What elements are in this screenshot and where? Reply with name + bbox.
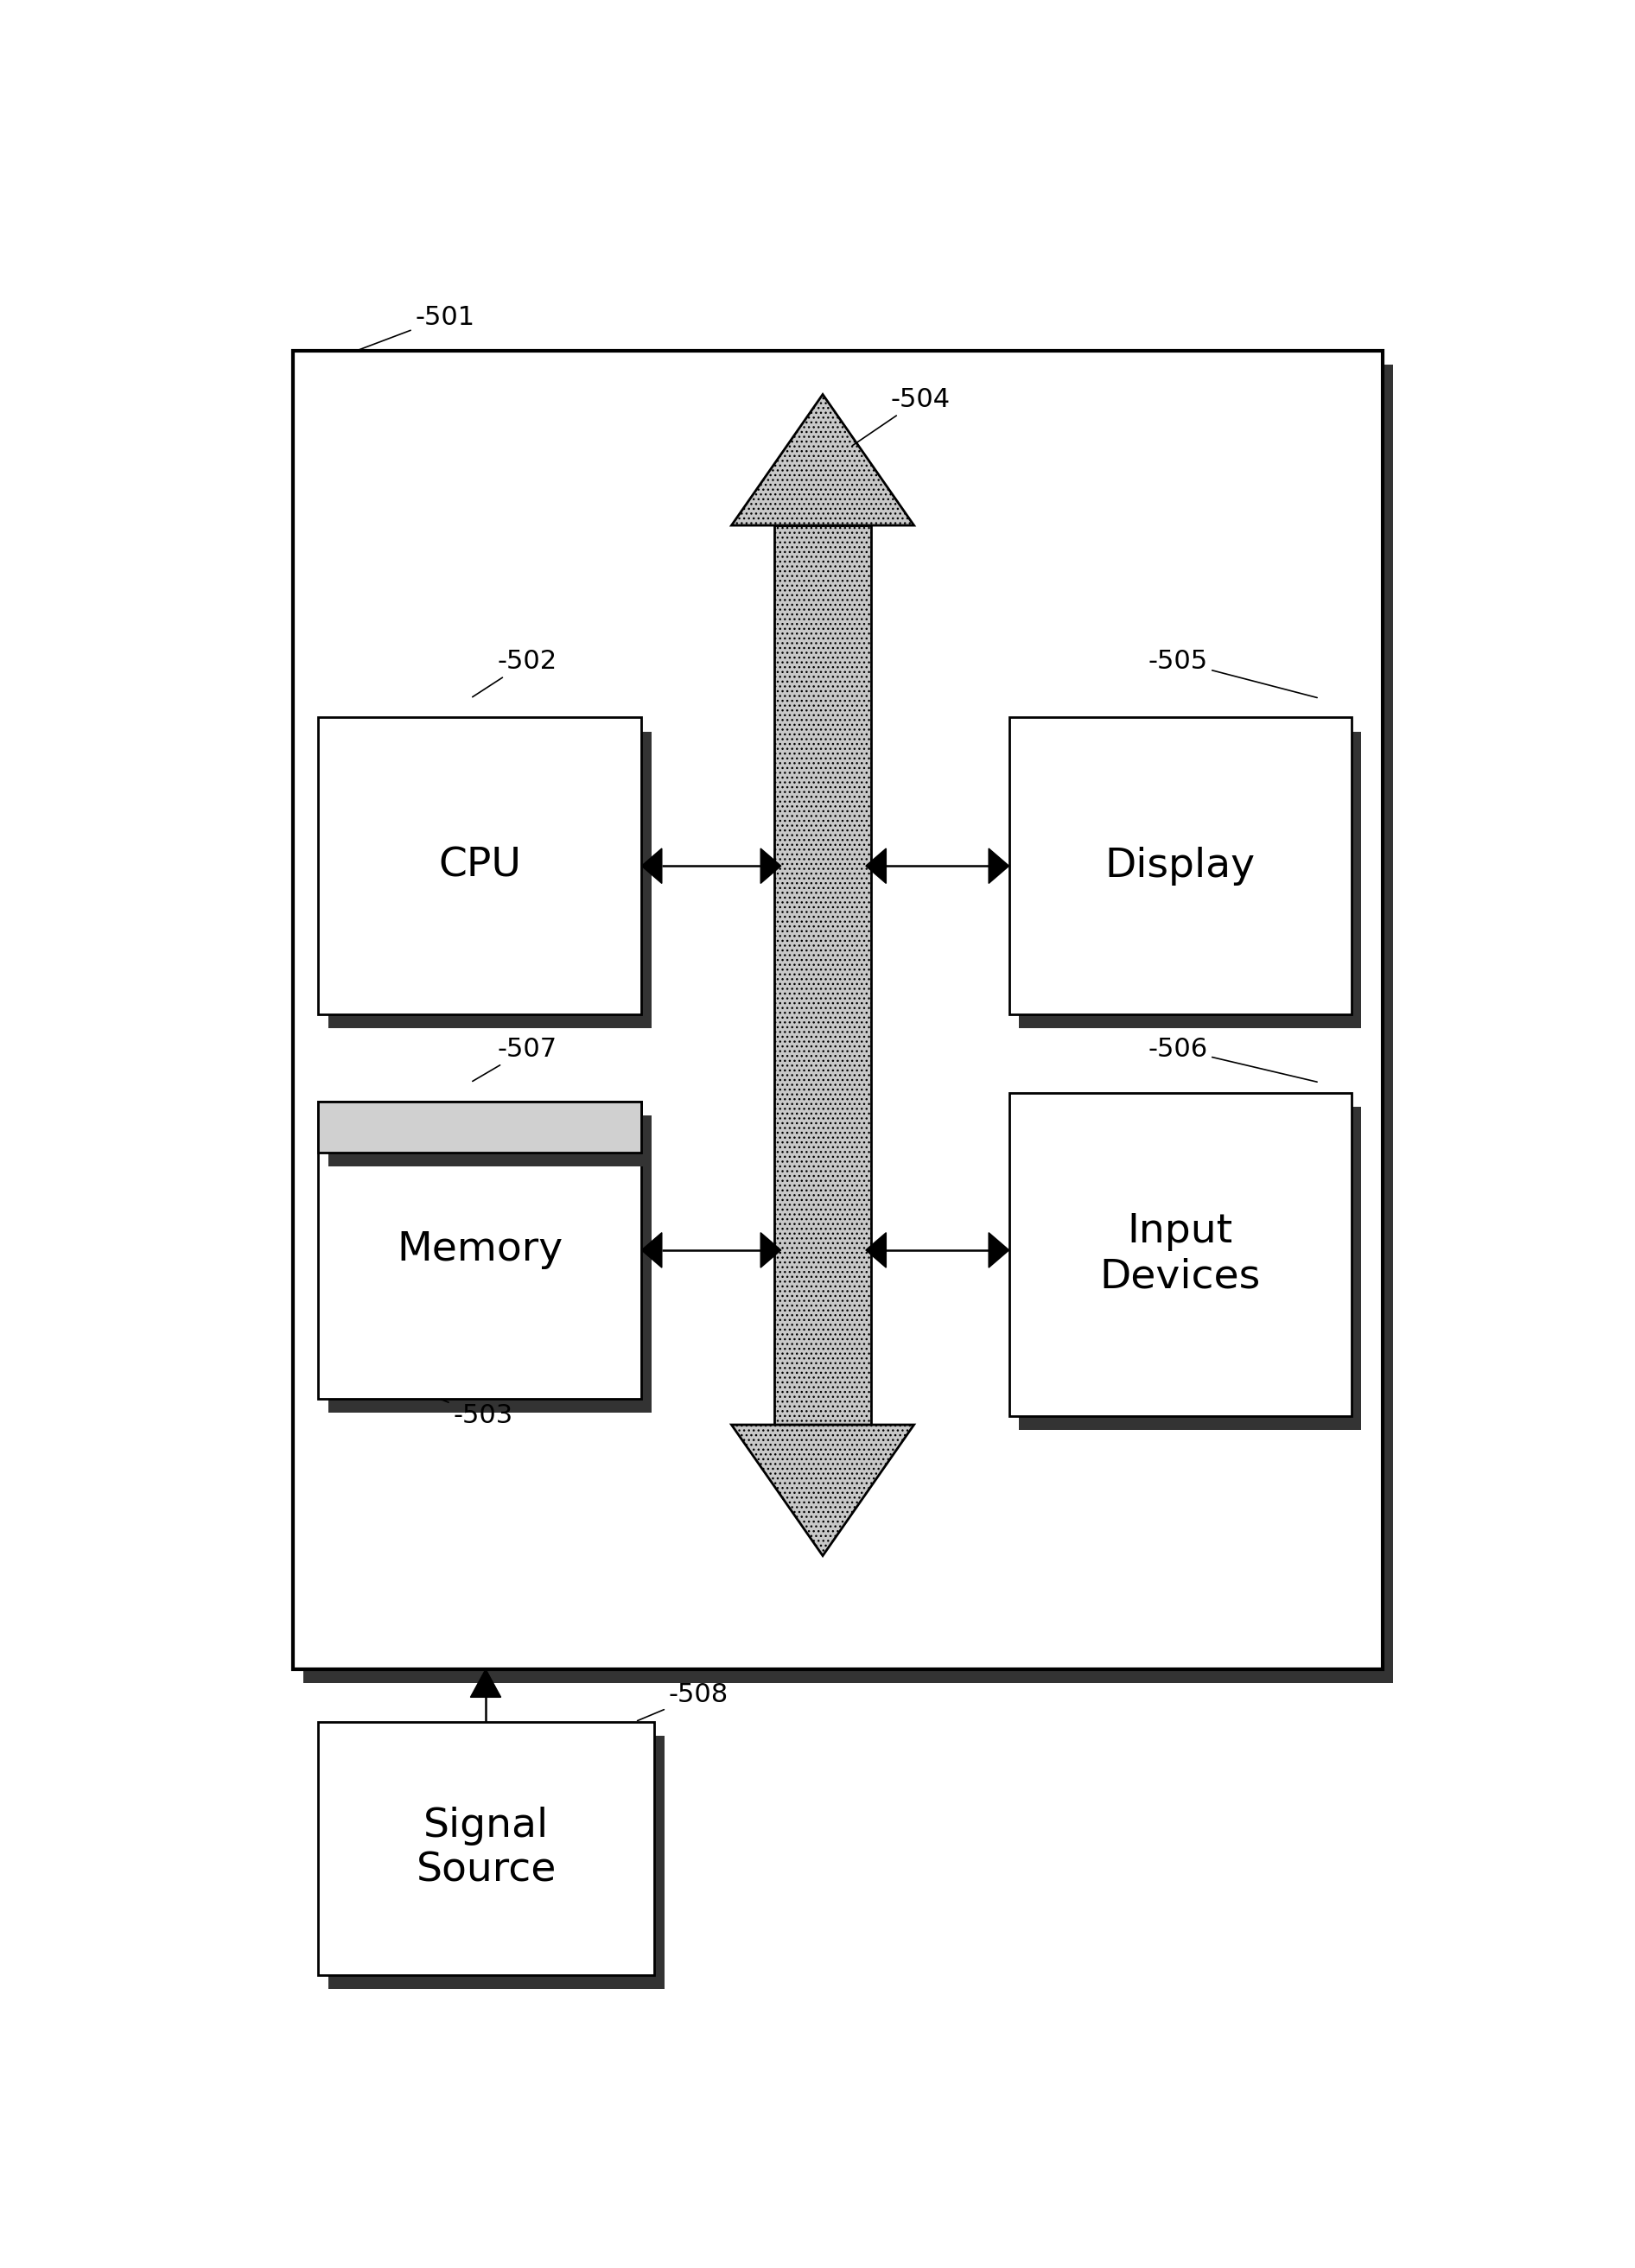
Bar xyxy=(1009,717,1351,1014)
Bar xyxy=(329,1116,652,1166)
Text: -506: -506 xyxy=(1148,1036,1318,1082)
Bar xyxy=(302,365,1393,1683)
Text: -504: -504 xyxy=(852,388,950,445)
Text: -507: -507 xyxy=(473,1036,558,1082)
Polygon shape xyxy=(471,1669,500,1696)
Bar xyxy=(329,733,652,1027)
Bar xyxy=(329,1735,664,1989)
Polygon shape xyxy=(989,1234,1009,1268)
Text: -505: -505 xyxy=(1148,649,1318,699)
Bar xyxy=(775,526,871,1424)
Polygon shape xyxy=(760,1234,782,1268)
Polygon shape xyxy=(731,1424,914,1556)
Text: Display: Display xyxy=(1105,846,1256,885)
Text: -501: -501 xyxy=(358,304,476,349)
Bar xyxy=(319,1102,641,1152)
Bar xyxy=(293,352,1383,1669)
Bar xyxy=(319,717,641,1014)
Polygon shape xyxy=(641,1234,662,1268)
Text: CPU: CPU xyxy=(438,846,522,885)
Bar xyxy=(1009,1093,1351,1415)
Bar xyxy=(1019,1107,1362,1431)
Text: Input
Devices: Input Devices xyxy=(1100,1213,1261,1297)
Text: -503: -503 xyxy=(441,1399,513,1429)
Text: -502: -502 xyxy=(473,649,558,696)
Bar xyxy=(319,1721,654,1975)
Text: -508: -508 xyxy=(638,1683,729,1721)
Text: Memory: Memory xyxy=(397,1232,562,1270)
Polygon shape xyxy=(731,395,914,526)
Polygon shape xyxy=(641,848,662,882)
Bar xyxy=(1019,733,1362,1027)
Text: Signal
Source: Signal Source xyxy=(417,1805,556,1889)
Bar xyxy=(319,1102,641,1399)
Polygon shape xyxy=(867,1234,886,1268)
Polygon shape xyxy=(760,848,782,882)
Polygon shape xyxy=(989,848,1009,882)
Polygon shape xyxy=(867,848,886,882)
Bar xyxy=(329,1116,652,1413)
